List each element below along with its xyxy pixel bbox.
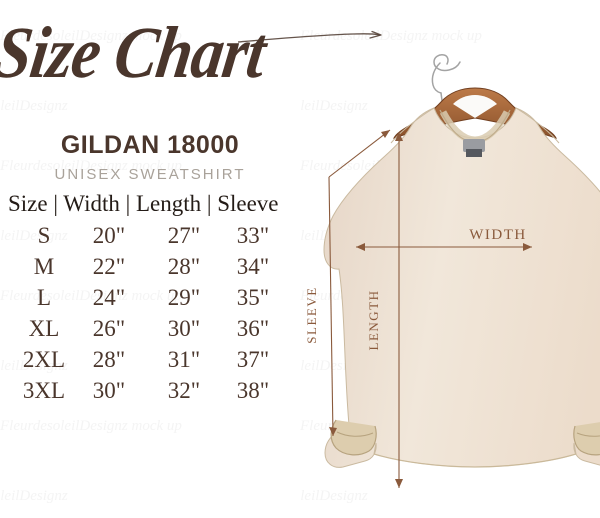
svg-text:WIDTH: WIDTH	[469, 227, 526, 243]
svg-text:LENGTH: LENGTH	[366, 290, 381, 351]
